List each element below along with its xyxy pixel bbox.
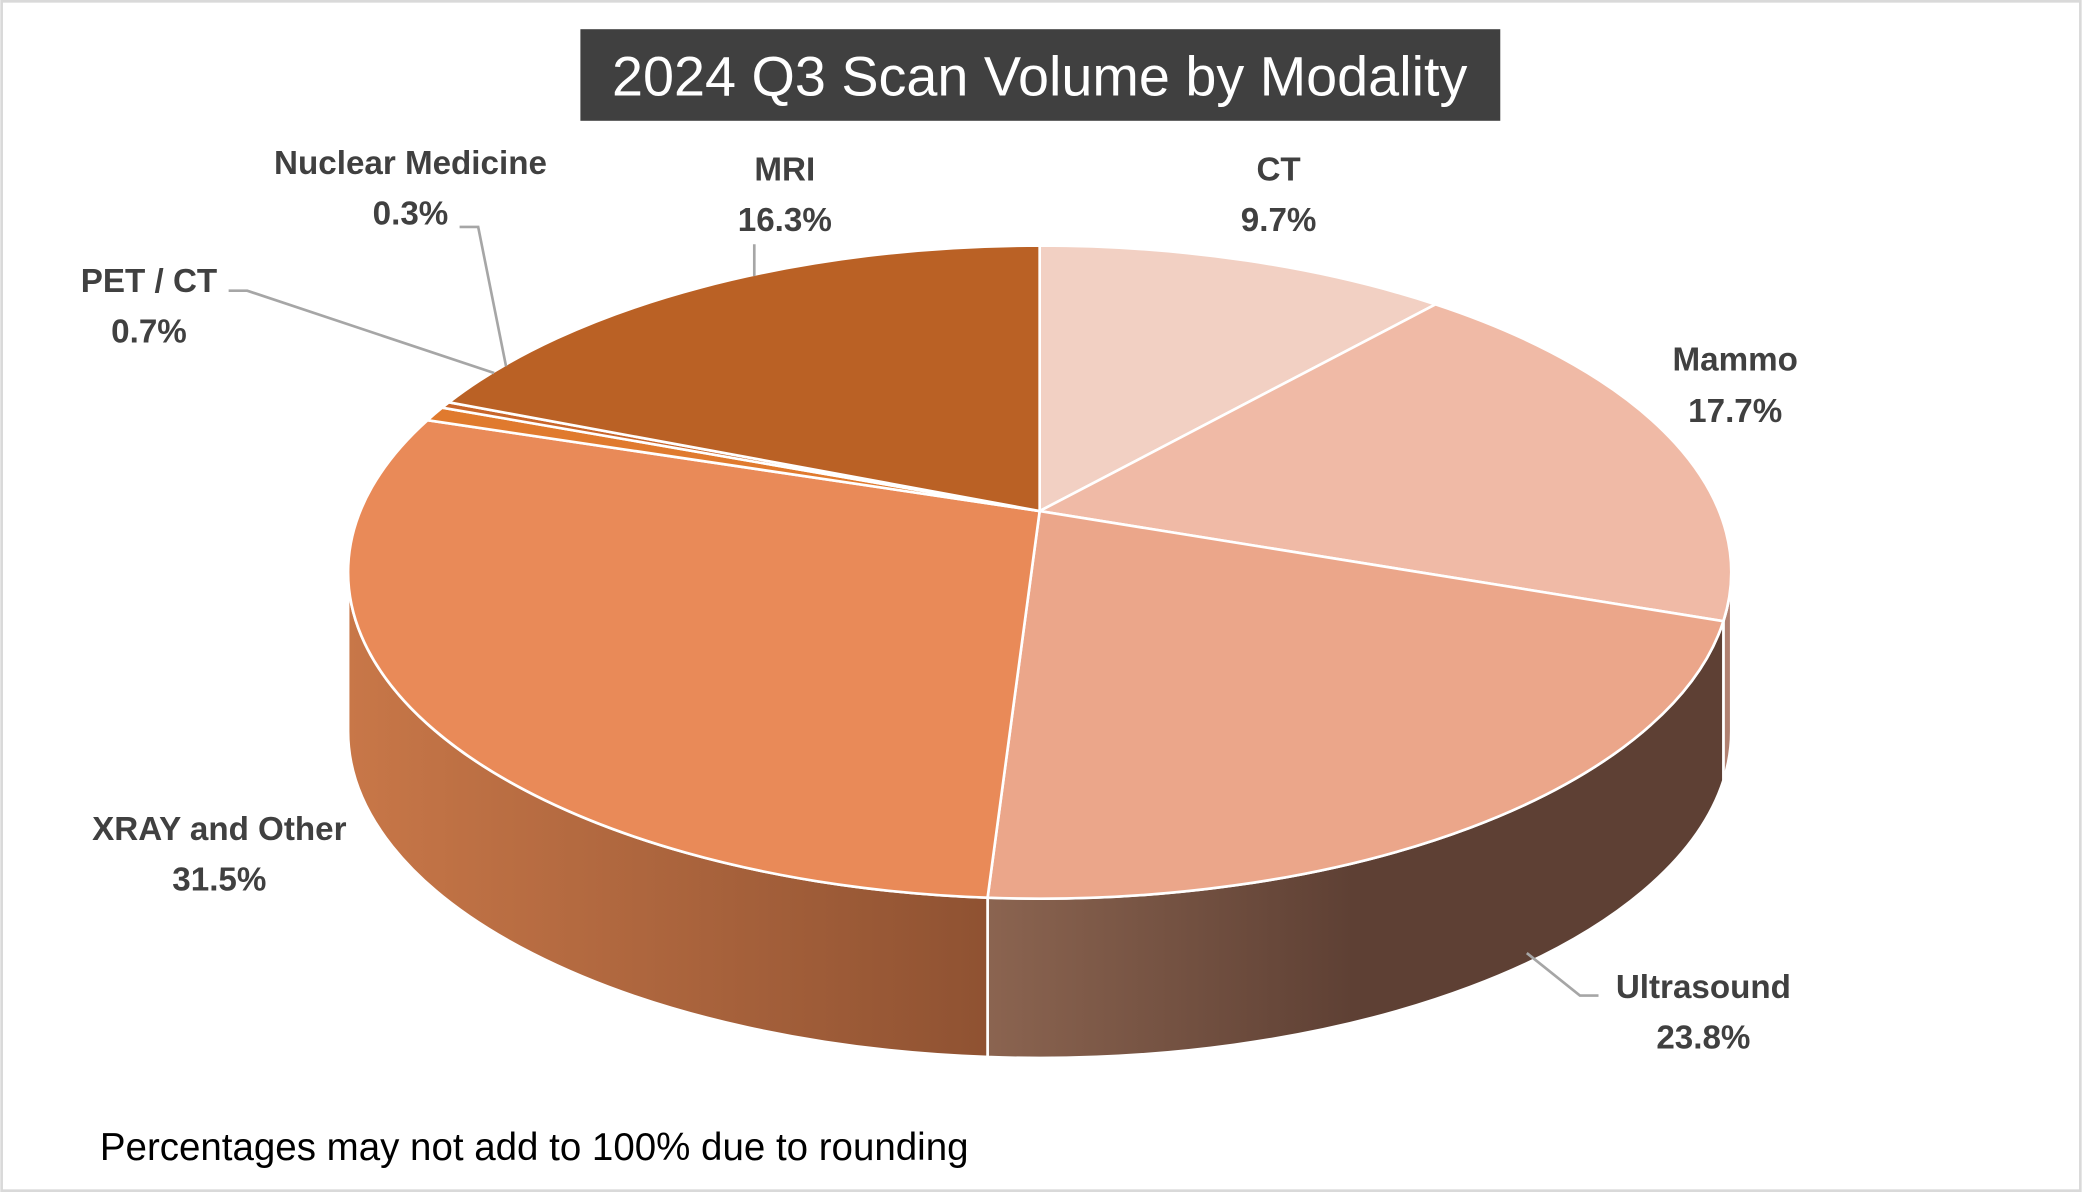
chart-title: 2024 Q3 Scan Volume by Modality	[612, 46, 1467, 108]
label-xray-name: XRAY and Other	[92, 811, 346, 848]
label-pet-ct-value: 0.7%	[111, 313, 187, 350]
pie-slice-ct[interactable]	[1038, 244, 1439, 514]
footnote: Percentages may not add to 100% due to r…	[100, 1126, 969, 1169]
label-nuclear-medicine-value: 0.3%	[373, 195, 449, 232]
label-mri-value: 16.3%	[738, 202, 832, 239]
label-mammo-value: 17.7%	[1688, 393, 1782, 430]
pie-slice-xray-and-other[interactable]	[346, 418, 1042, 900]
pie-slices	[346, 244, 1733, 900]
leader-lines	[228, 225, 1599, 997]
pie-slice-mammo[interactable]	[1035, 302, 1733, 623]
label-pet-ct-name: PET / CT	[81, 263, 217, 300]
label-nuclear-medicine-name: Nuclear Medicine	[274, 145, 547, 182]
label-ultrasound-name: Ultrasound	[1616, 969, 1791, 1006]
pie-slice-mri[interactable]	[445, 244, 1041, 513]
pie-sides	[346, 572, 1733, 1060]
label-ct-name: CT	[1256, 152, 1300, 189]
label-ct-value: 9.7%	[1241, 202, 1317, 239]
leader-line-pet-ct	[228, 289, 495, 375]
label-xray-value: 31.5%	[172, 862, 266, 899]
label-mammo-name: Mammo	[1673, 341, 1798, 378]
label-mri-name: MRI	[754, 152, 815, 189]
label-ultrasound-value: 23.8%	[1656, 1020, 1750, 1057]
title-box	[580, 29, 1501, 121]
leader-line-nuclear-medicine	[459, 225, 508, 367]
pie-slice-ultrasound[interactable]	[986, 509, 1726, 900]
leader-line-ultrasound	[1525, 952, 1599, 997]
